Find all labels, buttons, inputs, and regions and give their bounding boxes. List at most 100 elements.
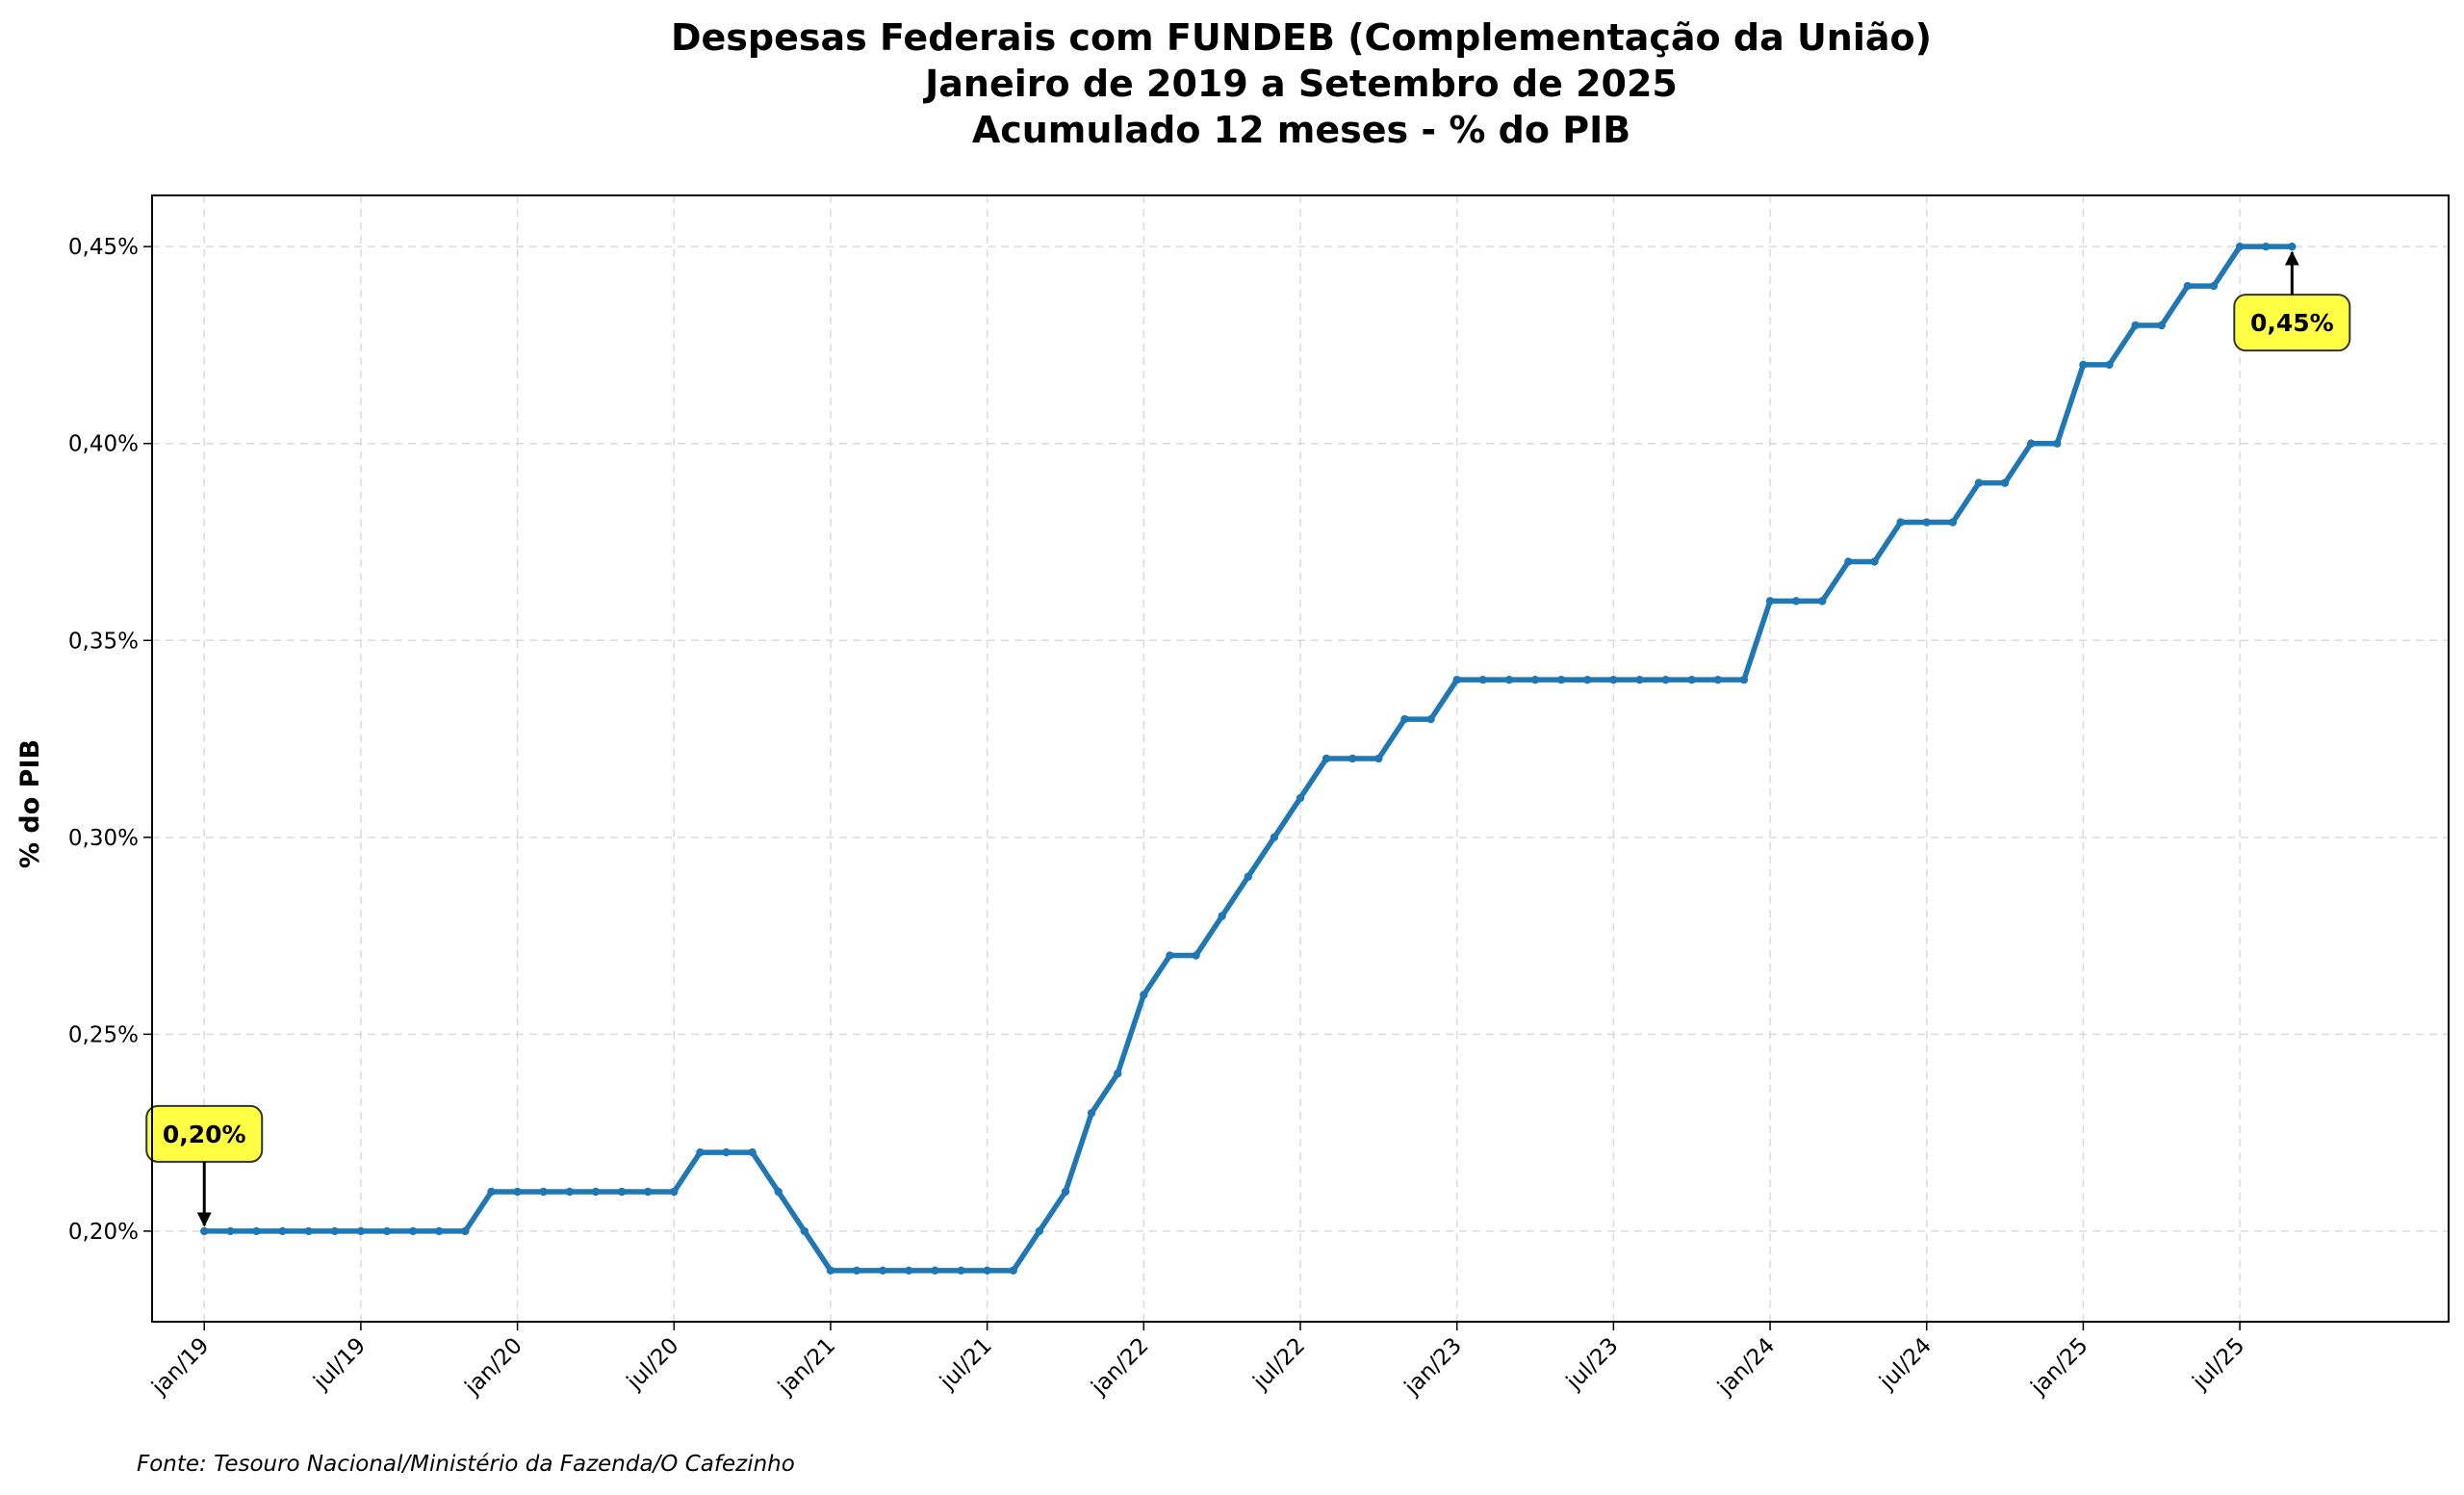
data-point bbox=[304, 1226, 313, 1236]
data-point bbox=[2262, 242, 2271, 251]
data-point bbox=[643, 1187, 653, 1197]
x-tick-label: jul/20 bbox=[622, 1333, 684, 1396]
data-point bbox=[826, 1266, 835, 1276]
data-point bbox=[748, 1147, 757, 1157]
data-point bbox=[2000, 478, 2010, 487]
data-point bbox=[852, 1266, 861, 1276]
chart-title: Despesas Federais com FUNDEB (Complement… bbox=[671, 16, 1932, 151]
data-point bbox=[1426, 714, 1435, 724]
y-tick-label: 0,45% bbox=[68, 235, 139, 260]
data-point bbox=[1530, 675, 1540, 684]
data-point bbox=[1556, 675, 1566, 684]
data-point bbox=[2157, 321, 2166, 330]
data-point bbox=[774, 1187, 783, 1197]
data-point bbox=[1504, 675, 1514, 684]
data-point bbox=[1061, 1187, 1070, 1197]
data-point bbox=[461, 1226, 470, 1236]
annotations: 0,20% 0,45% bbox=[145, 250, 2351, 1227]
data-point bbox=[2131, 321, 2140, 330]
data-point bbox=[1140, 991, 1148, 999]
y-tick-label: 0,35% bbox=[68, 629, 139, 654]
x-tick-label: jul/19 bbox=[309, 1333, 372, 1396]
x-tick-label: jan/21 bbox=[773, 1333, 840, 1401]
data-point bbox=[226, 1226, 235, 1236]
x-tick-label: jul/22 bbox=[1248, 1333, 1311, 1396]
data-point bbox=[1739, 675, 1749, 684]
data-point bbox=[800, 1226, 809, 1236]
source-note: Fonte: Tesouro Nacional/Ministério da Fa… bbox=[137, 1452, 795, 1477]
data-point bbox=[1583, 675, 1592, 684]
data-point bbox=[1896, 518, 1905, 527]
annotation-label: 0,20% bbox=[163, 1121, 246, 1148]
data-point bbox=[1948, 518, 1958, 527]
data-point bbox=[2079, 360, 2088, 370]
x-tick-label: jan/24 bbox=[1712, 1333, 1780, 1401]
data-point bbox=[487, 1187, 496, 1197]
data-point bbox=[1478, 675, 1487, 684]
data-point bbox=[565, 1187, 575, 1197]
y-tick-label: 0,40% bbox=[68, 432, 139, 457]
data-point bbox=[1844, 557, 1853, 566]
data-point bbox=[252, 1226, 261, 1236]
data-point bbox=[435, 1226, 444, 1236]
data-point bbox=[617, 1187, 627, 1197]
data-point bbox=[1922, 518, 1931, 527]
data-point bbox=[722, 1147, 731, 1157]
x-tick-label: jul/25 bbox=[2188, 1333, 2250, 1396]
data-point bbox=[200, 1226, 209, 1236]
x-tick-label: jan/20 bbox=[460, 1333, 527, 1401]
data-point bbox=[382, 1226, 392, 1236]
data-point bbox=[1400, 714, 1409, 724]
data-point bbox=[1609, 675, 1618, 684]
x-tick-label: jul/23 bbox=[1561, 1333, 1624, 1396]
grid bbox=[152, 195, 2449, 1322]
data-point bbox=[957, 1266, 965, 1276]
data-point bbox=[2235, 242, 2245, 251]
data-point bbox=[1687, 675, 1696, 684]
title-line-3: Acumulado 12 meses - % do PIB bbox=[972, 109, 1630, 151]
data-point bbox=[2026, 439, 2036, 448]
data-point bbox=[1661, 675, 1670, 684]
data-point bbox=[1035, 1226, 1044, 1236]
data-point bbox=[670, 1187, 679, 1197]
x-axis: jan/19 jul/19 jan/20 jul/20 jan/21 jul/21 jan/… bbox=[146, 1322, 2249, 1401]
data-point bbox=[330, 1226, 339, 1236]
data-point bbox=[1218, 912, 1226, 920]
data-point bbox=[1452, 675, 1461, 684]
title-line-1: Despesas Federais com FUNDEB (Complement… bbox=[671, 16, 1932, 59]
x-tick-label: jan/25 bbox=[2026, 1333, 2093, 1401]
data-point bbox=[1114, 1070, 1122, 1078]
title-line-2: Janeiro de 2019 a Setembro de 2025 bbox=[922, 63, 1678, 105]
data-point bbox=[905, 1266, 913, 1276]
data-point bbox=[513, 1187, 522, 1197]
x-tick-label: jan/19 bbox=[146, 1333, 214, 1401]
data-point bbox=[2105, 360, 2114, 370]
annotation-label: 0,45% bbox=[2250, 309, 2334, 337]
data-point bbox=[2183, 281, 2193, 291]
data-point bbox=[878, 1266, 887, 1276]
data-point bbox=[539, 1187, 548, 1197]
data-point bbox=[1192, 951, 1200, 960]
x-tick-label: jul/24 bbox=[1874, 1333, 1937, 1396]
data-point bbox=[2209, 281, 2219, 291]
x-tick-label: jan/23 bbox=[1399, 1333, 1467, 1401]
y-axis-label: % do PIB bbox=[15, 739, 45, 868]
y-tick-label: 0,20% bbox=[68, 1220, 139, 1245]
y-axis: 0,20% 0,25% 0,30% 0,35% 0,40% 0,45% bbox=[68, 235, 152, 1245]
data-point bbox=[1818, 597, 1827, 606]
data-point bbox=[1270, 833, 1279, 842]
data-point bbox=[1765, 597, 1775, 606]
y-tick-label: 0,25% bbox=[68, 1022, 139, 1047]
data-point bbox=[1244, 872, 1252, 881]
data-point bbox=[1166, 951, 1174, 960]
data-point bbox=[2288, 242, 2297, 251]
x-tick-label: jul/21 bbox=[935, 1333, 997, 1396]
data-point bbox=[1087, 1108, 1096, 1118]
data-point bbox=[1322, 754, 1331, 763]
y-tick-label: 0,30% bbox=[68, 826, 139, 851]
plot-frame bbox=[151, 194, 2450, 1323]
data-point bbox=[356, 1226, 366, 1236]
data-point bbox=[1974, 478, 1984, 487]
data-point bbox=[983, 1266, 991, 1276]
data-point bbox=[1870, 557, 1879, 566]
